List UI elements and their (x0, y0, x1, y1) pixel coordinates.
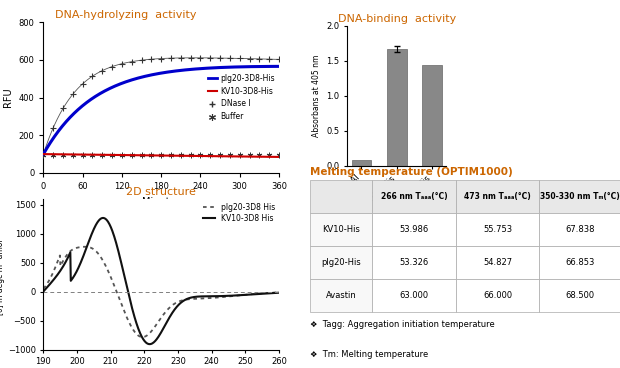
Legend: plg20-3D8-His, KV10-3D8-His, DNase I, Buffer: plg20-3D8-His, KV10-3D8-His, DNase I, Bu… (208, 74, 275, 121)
FancyBboxPatch shape (456, 279, 539, 312)
FancyBboxPatch shape (310, 279, 372, 312)
Text: 68.500: 68.500 (565, 291, 594, 300)
FancyBboxPatch shape (539, 279, 620, 312)
FancyBboxPatch shape (372, 246, 456, 279)
KV10-3D8 His (270, 291, 278, 295)
KV10-3D8 His (154, 336, 161, 340)
FancyBboxPatch shape (456, 246, 539, 279)
FancyBboxPatch shape (310, 213, 372, 246)
FancyBboxPatch shape (539, 180, 620, 213)
plg20-3D8 His (181, 298, 188, 302)
KV10-3D8 His (99, 216, 107, 220)
Text: ❖  Tm: Melting temperature: ❖ Tm: Melting temperature (310, 350, 428, 359)
Y-axis label: [θ] m degc m² dmol⁻¹: [θ] m degc m² dmol⁻¹ (0, 233, 5, 315)
Line: plg20-3D8 His: plg20-3D8 His (43, 247, 279, 337)
plg20-3D8 His (270, 290, 278, 295)
FancyBboxPatch shape (372, 213, 456, 246)
Text: plg20-His: plg20-His (321, 258, 361, 267)
Text: 53.986: 53.986 (399, 225, 428, 234)
plg20-3D8 His (153, 323, 160, 327)
Text: 67.838: 67.838 (565, 225, 595, 234)
FancyBboxPatch shape (539, 213, 620, 246)
Line: KV10-3D8 His: KV10-3D8 His (43, 218, 279, 344)
plg20-3D8 His (168, 303, 175, 308)
FancyBboxPatch shape (456, 180, 539, 213)
plg20-3D8 His (40, 287, 47, 291)
FancyBboxPatch shape (310, 246, 372, 279)
KV10-3D8 His (153, 337, 160, 342)
Text: Melting temperature (OPTIM1000): Melting temperature (OPTIM1000) (310, 167, 513, 177)
Title: 2D structure: 2D structure (126, 187, 196, 197)
Text: 53.326: 53.326 (399, 258, 428, 267)
Text: 63.000: 63.000 (399, 291, 428, 300)
Text: Avastin: Avastin (326, 291, 356, 300)
X-axis label: Minutes: Minutes (142, 197, 180, 206)
KV10-3D8 His (146, 342, 153, 346)
KV10-3D8 His (181, 298, 188, 302)
FancyBboxPatch shape (372, 279, 456, 312)
FancyBboxPatch shape (539, 246, 620, 279)
Bar (387, 49, 407, 166)
Bar (422, 65, 442, 166)
Title: DNA-binding  activity: DNA-binding activity (338, 14, 456, 24)
plg20-3D8 His (275, 290, 283, 294)
Text: DNA-hydrolyzing  activity: DNA-hydrolyzing activity (55, 10, 197, 20)
KV10-3D8 His (234, 293, 241, 298)
KV10-3D8 His (275, 290, 283, 295)
Text: 54.827: 54.827 (483, 258, 512, 267)
Text: 350-330 nm Tₘ(°C): 350-330 nm Tₘ(°C) (540, 192, 619, 201)
plg20-3D8 His (139, 335, 146, 339)
FancyBboxPatch shape (310, 180, 372, 213)
Legend: plg20-3D8 His, KV10-3D8 His: plg20-3D8 His, KV10-3D8 His (203, 202, 275, 223)
Text: KV10-His: KV10-His (322, 225, 360, 234)
plg20-3D8 His (81, 245, 89, 249)
Text: ❖  Tagg: Aggregation initiation temperature: ❖ Tagg: Aggregation initiation temperatu… (310, 321, 495, 329)
Text: 473 nm Tₐₐₐ(°C): 473 nm Tₐₐₐ(°C) (464, 192, 531, 201)
Text: 266 nm Tₐₐₐ(°C): 266 nm Tₐₐₐ(°C) (381, 192, 447, 201)
Text: 66.853: 66.853 (565, 258, 595, 267)
plg20-3D8 His (234, 293, 241, 298)
Text: 66.000: 66.000 (483, 291, 512, 300)
plg20-3D8 His (154, 321, 161, 325)
Bar (352, 160, 371, 166)
Text: 55.753: 55.753 (483, 225, 512, 234)
Y-axis label: Absorbans at 405 nm: Absorbans at 405 nm (312, 54, 321, 137)
KV10-3D8 His (168, 311, 175, 316)
FancyBboxPatch shape (372, 180, 456, 213)
FancyBboxPatch shape (456, 213, 539, 246)
KV10-3D8 His (40, 289, 47, 294)
Y-axis label: RFU: RFU (3, 88, 13, 107)
